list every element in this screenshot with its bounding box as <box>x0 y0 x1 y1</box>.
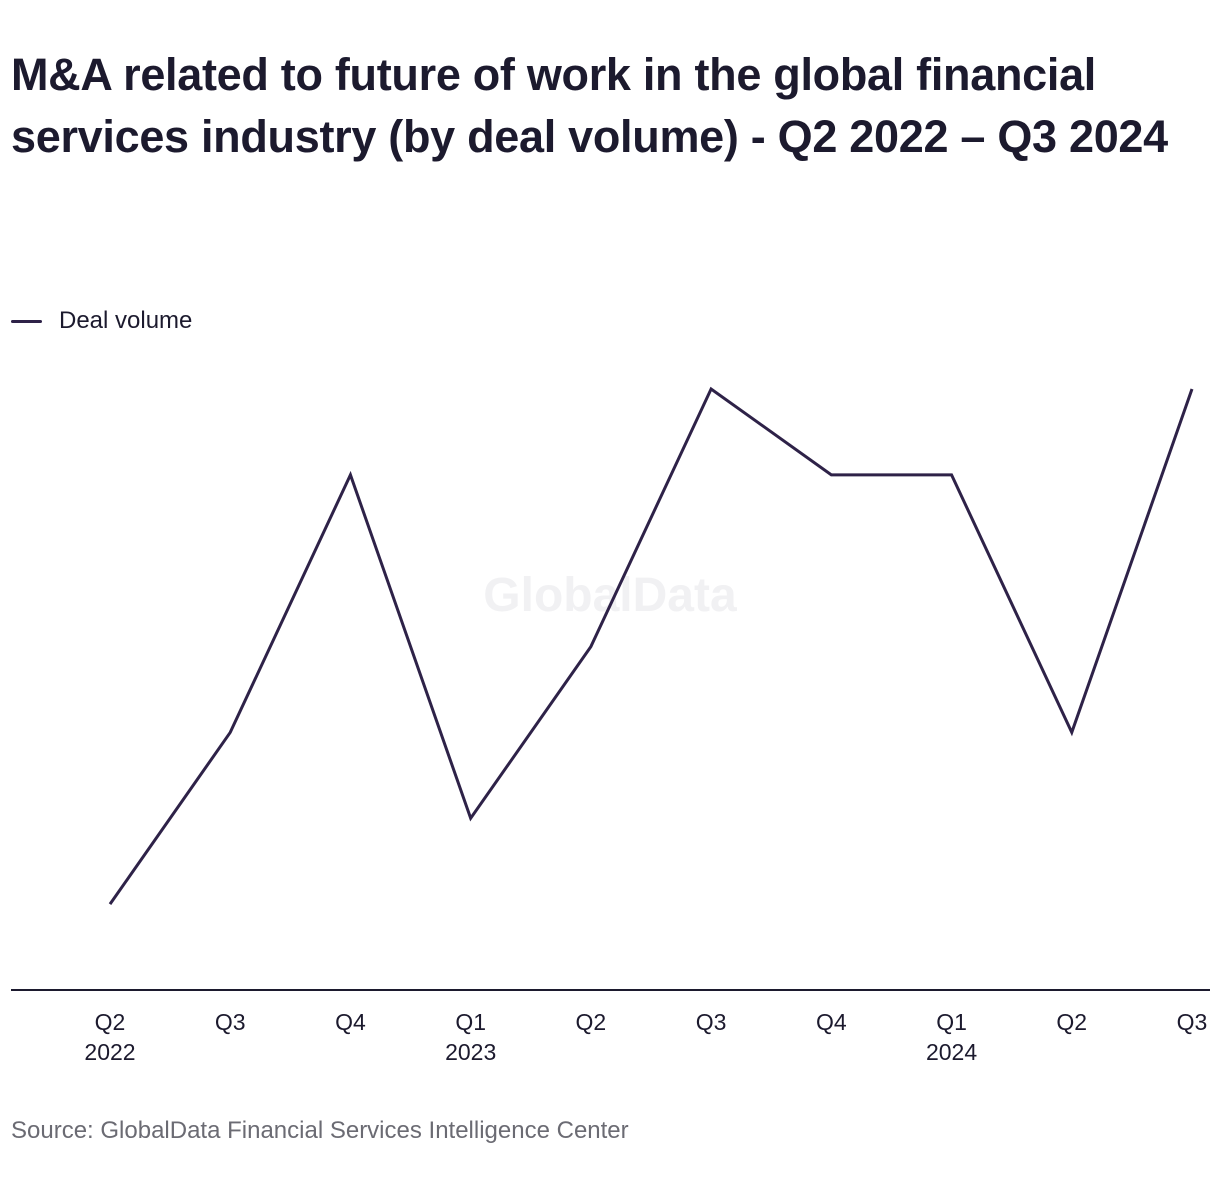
x-tick-label-quarter-9: Q3 <box>1177 1009 1208 1035</box>
x-axis-ticks: Q2 2022 Q3 Q4 Q1 2023 Q2 Q3 Q4 Q1 2024 Q2 Q3 <box>84 1009 1207 1065</box>
x-tick-label-quarter-8: Q2 <box>1056 1009 1087 1035</box>
x-tick-label-year-7: 2024 <box>926 1039 977 1065</box>
chart-title: M&A related to future of work in the glo… <box>11 49 1168 162</box>
x-tick-label-quarter-4: Q2 <box>576 1009 607 1035</box>
x-tick-label-quarter-7: Q1 <box>936 1009 967 1035</box>
x-tick-label-quarter-1: Q3 <box>215 1009 246 1035</box>
legend-swatch-deal-volume <box>11 319 42 323</box>
x-tick-label-quarter-0: Q2 <box>95 1009 126 1035</box>
x-tick-label-year-0: 2022 <box>84 1039 135 1065</box>
legend-label-deal-volume: Deal volume <box>59 307 193 334</box>
x-tick-label-quarter-6: Q4 <box>816 1009 847 1035</box>
x-tick-label-quarter-3: Q1 <box>455 1009 486 1035</box>
x-tick-label-year-3: 2023 <box>445 1039 496 1065</box>
x-tick-label-quarter-5: Q3 <box>696 1009 727 1035</box>
x-tick-label-quarter-2: Q4 <box>335 1009 366 1035</box>
series-line-deal-volume <box>108 386 1194 906</box>
chart-legend: Deal volume <box>11 306 192 336</box>
source-note: Source: GlobalData Financial Services In… <box>11 1117 629 1144</box>
series-points <box>109 388 1193 905</box>
